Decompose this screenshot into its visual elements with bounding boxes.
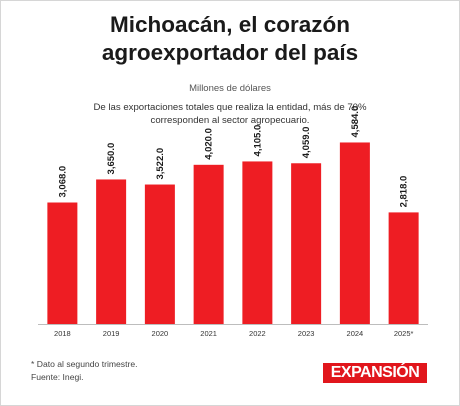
footnote: * Dato al segundo trimestre. — [31, 359, 138, 369]
x-tick-label-2020: 2020 — [152, 329, 169, 338]
chart-title-line-1: Michoacán, el corazón — [109, 12, 351, 37]
bar-2021 — [193, 164, 224, 324]
x-tick-label-2021: 2021 — [200, 329, 217, 338]
x-tick-label-2018: 2018 — [54, 329, 71, 338]
value-label-2021: 4,020.0 — [204, 128, 215, 160]
value-label-2022: 4,105.0 — [252, 125, 263, 157]
value-label-2018: 3,068.0 — [57, 166, 68, 198]
bar-2023 — [291, 163, 322, 324]
bar-2020 — [144, 184, 175, 324]
x-tick-label-2019: 2019 — [103, 329, 120, 338]
bar-2025* — [388, 212, 419, 324]
value-label-2019: 3,650.0 — [106, 143, 117, 175]
bar-2024 — [339, 142, 370, 324]
x-tick-label-2022: 2022 — [249, 329, 266, 338]
value-label-2020: 3,522.0 — [155, 148, 166, 180]
chart-title-line-2: agroexportador del país — [101, 40, 359, 65]
chart-title: Michoacán, el corazón agroexportador del… — [1, 11, 459, 67]
bar-2022 — [242, 161, 273, 324]
value-label-2024: 4,584.0 — [350, 106, 361, 138]
x-tick-label-2024: 2024 — [347, 329, 364, 338]
source-note: Fuente: Inegi. — [31, 372, 84, 382]
bar-2019 — [96, 179, 127, 324]
unit-label: Millones de dólares — [189, 83, 271, 94]
brand-logo: EXPANSIÓN — [323, 363, 427, 383]
value-label-2025*: 2,818.0 — [399, 176, 410, 208]
bar-2018 — [47, 202, 78, 324]
chart-subtitle: De las exportaciones totales que realiza… — [93, 102, 367, 126]
value-label-2023: 4,059.0 — [301, 127, 312, 159]
x-tick-label-2023: 2023 — [298, 329, 315, 338]
x-tick-label-2025*: 2025* — [394, 329, 414, 338]
